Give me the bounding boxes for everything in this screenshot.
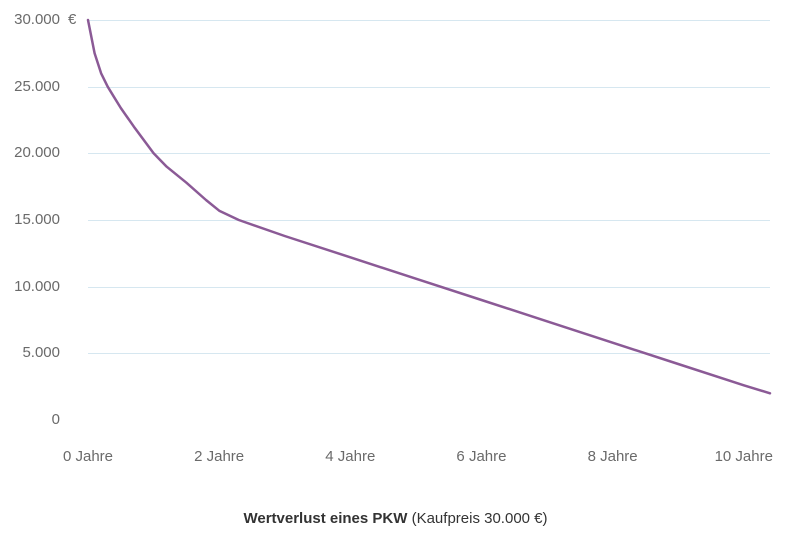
caption-bold: Wertverlust eines PKW	[243, 510, 407, 527]
chart-caption: Wertverlust eines PKW (Kaufpreis 30.000 …	[0, 510, 791, 527]
x-tick-label: 10 Jahre	[715, 448, 773, 465]
x-tick-label: 0 Jahre	[63, 448, 113, 465]
x-tick-label: 8 Jahre	[588, 448, 638, 465]
depreciation-chart: 05.00010.00015.00020.00025.00030.000 € 0…	[0, 0, 791, 537]
x-tick-label: 6 Jahre	[456, 448, 506, 465]
caption-normal: (Kaufpreis 30.000 €)	[407, 510, 547, 527]
depreciation-line	[88, 20, 770, 393]
x-tick-label: 4 Jahre	[325, 448, 375, 465]
line-plot	[0, 0, 791, 537]
x-tick-label: 2 Jahre	[194, 448, 244, 465]
